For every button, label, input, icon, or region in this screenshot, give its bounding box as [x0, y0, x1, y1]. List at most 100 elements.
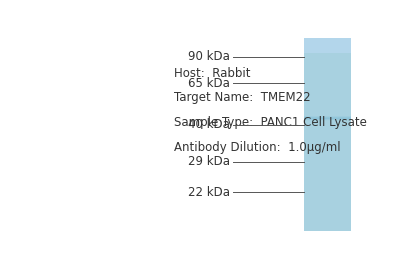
Bar	[304, 75, 351, 76]
Bar	[304, 54, 351, 55]
Bar	[304, 90, 351, 91]
Bar	[304, 99, 351, 100]
Bar	[304, 109, 351, 110]
Bar	[304, 170, 351, 171]
Bar	[304, 204, 351, 205]
Bar	[304, 185, 351, 186]
Bar	[304, 193, 351, 194]
Bar	[304, 162, 351, 163]
Bar	[304, 130, 351, 131]
Bar	[304, 174, 351, 175]
Bar	[304, 64, 351, 65]
Bar	[304, 165, 351, 166]
Bar	[304, 139, 351, 140]
Bar	[304, 214, 351, 215]
Bar	[304, 221, 351, 222]
Bar	[304, 125, 351, 126]
Bar	[304, 206, 351, 207]
Bar	[304, 147, 351, 148]
Bar	[304, 63, 351, 64]
Bar	[304, 92, 351, 93]
Bar	[304, 187, 351, 188]
Bar	[304, 127, 351, 128]
Bar	[304, 96, 351, 97]
Bar	[304, 72, 351, 73]
Bar	[304, 117, 351, 118]
Bar	[304, 182, 351, 183]
Bar	[304, 129, 351, 130]
Bar	[304, 191, 351, 192]
Bar	[304, 121, 351, 122]
Bar	[304, 58, 351, 59]
Bar	[304, 111, 351, 112]
Bar	[304, 224, 351, 225]
Bar	[304, 136, 351, 137]
Bar	[304, 89, 351, 90]
Bar	[304, 49, 351, 50]
Bar	[304, 186, 351, 187]
Bar	[304, 213, 351, 214]
Bar	[304, 65, 351, 66]
Bar	[304, 120, 351, 121]
Bar	[304, 159, 351, 160]
Bar	[304, 59, 351, 60]
Bar	[304, 157, 351, 158]
Bar	[304, 104, 351, 105]
Bar	[304, 195, 351, 196]
Bar	[304, 179, 351, 180]
Bar	[304, 134, 351, 135]
Bar	[304, 149, 351, 150]
Bar	[304, 155, 351, 156]
Bar	[304, 114, 351, 115]
Bar	[304, 42, 351, 43]
Bar	[304, 178, 351, 179]
Bar	[304, 126, 351, 127]
Bar	[304, 44, 351, 45]
Bar	[304, 60, 351, 61]
Bar	[304, 161, 351, 162]
Bar	[304, 198, 351, 199]
Bar	[304, 201, 351, 202]
Bar	[304, 205, 351, 206]
Bar	[304, 88, 351, 89]
Bar	[304, 51, 351, 52]
Bar	[304, 144, 351, 145]
Bar	[304, 163, 351, 164]
Bar	[304, 227, 351, 228]
Bar	[304, 115, 351, 116]
Bar	[304, 70, 351, 71]
Text: 22 kDa: 22 kDa	[188, 186, 230, 199]
Bar	[304, 39, 351, 40]
Bar	[304, 153, 351, 154]
Text: 29 kDa: 29 kDa	[188, 155, 230, 168]
Bar	[304, 229, 351, 230]
Bar	[304, 218, 351, 219]
Bar	[304, 69, 351, 70]
Text: Antibody Dilution:  1.0μg/ml: Antibody Dilution: 1.0μg/ml	[174, 141, 341, 154]
Bar	[304, 190, 351, 191]
Bar	[304, 133, 351, 134]
Bar	[304, 98, 351, 99]
Bar	[304, 56, 351, 57]
Bar	[304, 199, 351, 200]
Bar	[304, 151, 351, 152]
Bar	[304, 78, 351, 79]
Bar	[304, 93, 351, 94]
Bar	[304, 143, 351, 144]
Bar	[304, 200, 351, 201]
Bar	[304, 80, 351, 81]
Bar	[304, 82, 351, 83]
Bar	[304, 216, 351, 217]
Bar	[304, 112, 351, 113]
Text: 40 kDa: 40 kDa	[188, 118, 230, 131]
Bar	[304, 67, 351, 68]
Bar	[304, 57, 351, 58]
Bar	[304, 128, 351, 129]
Bar	[304, 171, 351, 172]
Bar	[304, 46, 351, 47]
Bar	[304, 41, 351, 42]
Bar	[304, 197, 351, 198]
Bar	[304, 180, 351, 181]
Text: Host:  Rabbit: Host: Rabbit	[174, 67, 250, 80]
Bar	[304, 146, 351, 147]
